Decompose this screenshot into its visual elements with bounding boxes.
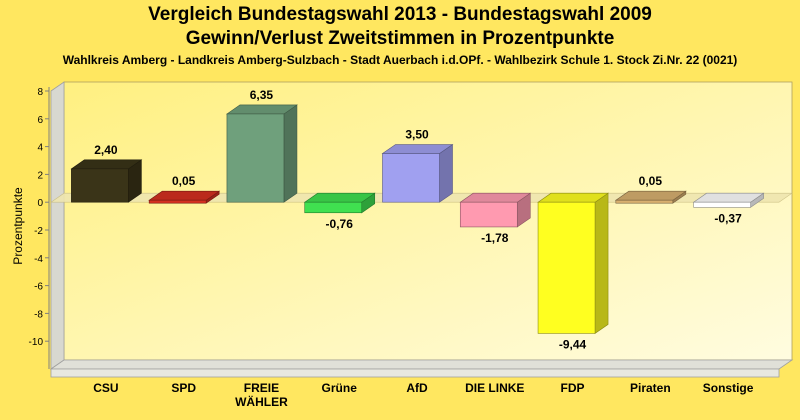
category-label: AfD (406, 381, 428, 395)
plot-back-wall (63, 81, 793, 361)
bar (71, 168, 129, 203)
bar (382, 153, 440, 203)
plot-area (49, 81, 794, 378)
y-axis-label: Prozentpunkte (11, 187, 25, 265)
labels-group: 2,40 CSU 0,05 SPD 6,35 FREIE WÄHLER -0,76 Grüne 3… (93, 88, 754, 409)
category-label: Sonstige (703, 381, 754, 395)
data-label: 0,05 (172, 174, 196, 188)
y-tick-label: -8 (34, 309, 43, 320)
y-tick-label: 4 (37, 143, 43, 154)
bar-side (439, 143, 453, 203)
data-label: 2,40 (94, 143, 118, 157)
y-tick-label: -10 (29, 337, 44, 348)
category-label: FDP (561, 381, 585, 395)
bar-side (594, 192, 609, 334)
bar (304, 201, 363, 214)
y-tick-label: -4 (34, 254, 43, 265)
bars-group (70, 104, 765, 334)
data-label: -0,37 (714, 211, 742, 225)
data-label: -1,78 (481, 231, 509, 245)
chart-caption: Wahlkreis Amberg - Landkreis Amberg-Sulz… (62, 53, 738, 67)
category-label: DIE LINKE (465, 381, 524, 395)
bar (693, 201, 751, 208)
y-axis: 8 6 4 2 0 -2 -4 -6 -8 -10 (29, 87, 50, 369)
category-label: Piraten (630, 381, 671, 395)
plot-floor (49, 359, 794, 370)
y-tick-label: -6 (34, 282, 43, 293)
y-tick-label: 8 (37, 87, 43, 98)
category-label: Grüne (322, 381, 358, 395)
plot-floor-edge (50, 368, 780, 378)
category-label: FREIE WÄHLER (235, 381, 288, 409)
data-label: 6,35 (250, 88, 274, 102)
data-label: -0,76 (326, 217, 354, 231)
data-label: 3,50 (405, 128, 429, 142)
bar (537, 201, 596, 334)
data-label: 0,05 (639, 174, 663, 188)
y-tick-label: 6 (37, 115, 43, 126)
bar (226, 113, 285, 203)
plot-left-wall (50, 81, 65, 370)
category-label: CSU (93, 381, 118, 395)
chart-subtitle: Gewinn/Verlust Zweitstimmen in Prozentpu… (185, 28, 615, 49)
y-tick-label: -2 (34, 226, 43, 237)
bar (148, 199, 207, 204)
category-label: SPD (171, 381, 196, 395)
bar-side (283, 104, 298, 203)
y-tick-label: 2 (37, 170, 43, 181)
data-label: -9,44 (559, 337, 587, 351)
bar (615, 199, 674, 204)
chart-title: Vergleich Bundestagswahl 2013 - Bundesta… (148, 4, 652, 25)
bar (459, 201, 518, 228)
y-tick-label: 0 (37, 198, 43, 209)
